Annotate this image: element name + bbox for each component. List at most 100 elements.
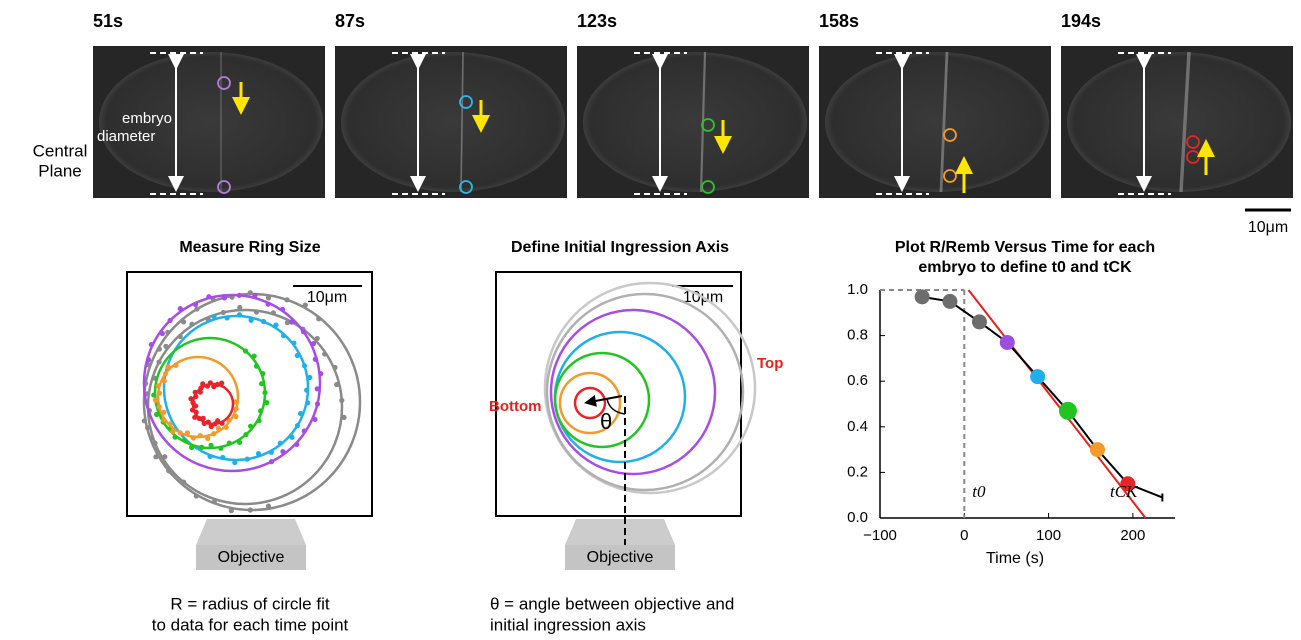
ring-point — [305, 400, 310, 405]
ring-point — [227, 441, 232, 446]
ring-point — [161, 417, 166, 422]
ring-point — [146, 357, 151, 362]
ring-point — [243, 348, 248, 353]
ring-point — [151, 392, 156, 397]
ring-point — [160, 331, 165, 336]
figure: Central Plane 10μm Measure Ring Size 10μ… — [0, 0, 1301, 640]
ring-point — [222, 295, 227, 300]
figure-canvas: Central Plane 10μm Measure Ring Size 10μ… — [0, 0, 1301, 640]
ring-point — [232, 460, 237, 465]
ring-point — [332, 365, 337, 370]
caption: R = radius of circle fit — [170, 594, 329, 613]
ring-point — [245, 457, 250, 462]
data-point — [1000, 335, 1015, 350]
caption: θ = angle between objective and — [490, 594, 734, 613]
ring-point — [237, 305, 242, 310]
scale-bar-label: 10μm — [307, 289, 347, 306]
embryo — [825, 52, 1049, 192]
y-tick-label: 0.8 — [847, 327, 868, 344]
objective-label: Objective — [218, 549, 285, 566]
t0-label: t0 — [972, 482, 986, 501]
data-point — [942, 294, 957, 309]
ring-point — [304, 388, 309, 393]
ring-point — [249, 318, 254, 323]
ring-point — [170, 429, 175, 434]
ring-point — [156, 383, 161, 388]
ring-point — [295, 353, 300, 358]
ring-point — [260, 371, 265, 376]
ring-point — [157, 391, 162, 396]
ring-point — [264, 400, 269, 405]
ring-point — [178, 306, 183, 311]
ring-point — [248, 424, 253, 429]
ring-point — [149, 342, 154, 347]
ring-point — [199, 445, 204, 450]
ring-point — [169, 470, 174, 475]
ring-point — [205, 436, 210, 441]
ring-point — [316, 316, 321, 321]
ring-point — [301, 329, 306, 334]
ring-point — [200, 381, 205, 386]
y-tick-label: 0.2 — [847, 463, 868, 480]
ring-point — [157, 404, 162, 409]
x-axis-label: Time (s) — [986, 550, 1044, 567]
ring-point — [269, 450, 274, 455]
ring-point — [273, 322, 278, 327]
ring-point — [254, 364, 259, 369]
ring-point — [194, 493, 199, 498]
ring-point — [266, 504, 271, 509]
panel-title: Measure Ring Size — [179, 239, 320, 256]
ring-point — [218, 446, 223, 451]
ring-point — [188, 396, 193, 401]
ring-point — [271, 310, 276, 315]
ring-point — [254, 309, 259, 314]
ring-point — [162, 454, 167, 459]
caption: to data for each time point — [152, 615, 349, 634]
ring-point — [252, 293, 257, 298]
ring-point — [237, 293, 242, 298]
ring-point — [315, 386, 320, 391]
panel-title: Define Initial Ingression Axis — [511, 239, 729, 256]
ring-point — [153, 454, 158, 459]
ring-point — [302, 363, 307, 368]
ring-point — [165, 364, 170, 369]
ring-point — [152, 441, 157, 446]
ring-point — [178, 334, 183, 339]
chart: Plot R/Remb Versus Time for eachembryo t… — [847, 239, 1175, 567]
ring-point — [248, 290, 253, 295]
ring-point — [193, 302, 198, 307]
ring-point — [153, 398, 158, 403]
ring-point — [303, 302, 308, 307]
ring-point — [243, 432, 248, 437]
tck-label: tCK — [1110, 482, 1139, 501]
ring-point — [261, 319, 266, 324]
x-tick-label: 200 — [1120, 527, 1145, 544]
ring-point — [234, 406, 239, 411]
ring-point — [178, 430, 183, 435]
y-tick-label: 0.0 — [847, 509, 868, 526]
objective-shape — [565, 519, 675, 545]
ring-point — [266, 295, 271, 300]
embryo — [583, 52, 807, 192]
ring-point — [173, 363, 178, 368]
ring-point — [233, 414, 238, 419]
ring-point — [289, 319, 294, 324]
y-tick-label: 1.0 — [847, 281, 868, 298]
frame-time: 194s — [1061, 11, 1101, 31]
ring-point — [167, 421, 172, 426]
diameter-label: diameter — [97, 128, 155, 145]
scale-bar-label: 10μm — [1248, 219, 1288, 236]
ring-point — [198, 433, 203, 438]
ring-point — [269, 459, 274, 464]
ring-point — [313, 357, 318, 362]
ring-point — [237, 312, 242, 317]
ring-point — [237, 440, 242, 445]
ring-point — [219, 421, 224, 426]
embryo — [1067, 52, 1291, 192]
ring-point — [302, 428, 307, 433]
ring-point — [192, 415, 197, 420]
ring-point — [252, 353, 257, 358]
ring-point — [194, 306, 199, 311]
ring-point — [185, 430, 190, 435]
ring-point — [294, 442, 299, 447]
